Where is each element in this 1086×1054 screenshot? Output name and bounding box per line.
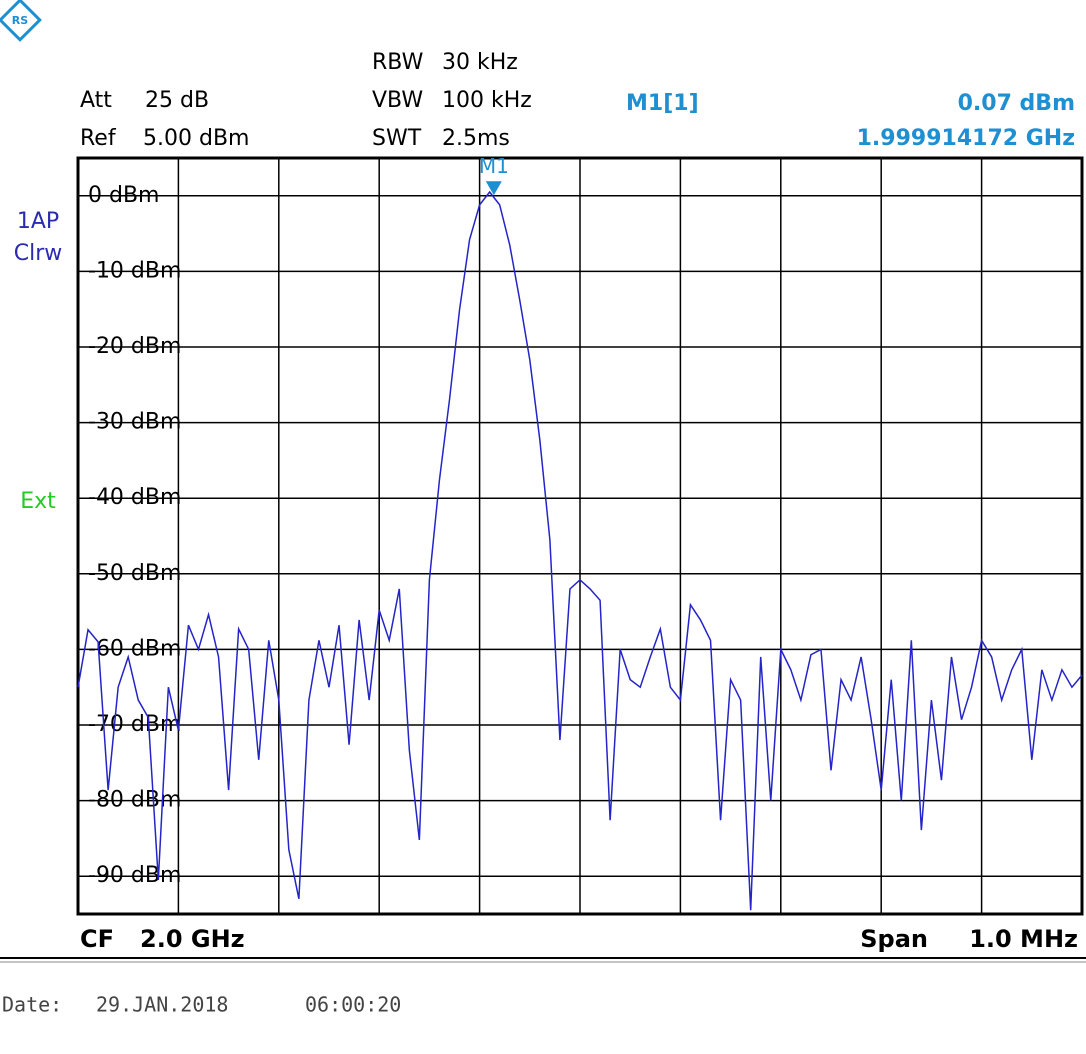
att-label: Att [80,88,112,113]
y-tick-label: -60 dBm [88,636,181,661]
marker-name: M1[1] [626,91,699,116]
rbw-label: RBW [372,50,424,75]
y-tick-label: -40 dBm [88,485,181,510]
trigger: Ext [20,489,56,514]
trace [77,190,1083,911]
date-day: 29.JAN.2018 [96,993,228,1017]
marker-label: M1 [479,154,509,178]
vbw-label: VBW [372,88,423,113]
y-tick-label: -80 dBm [88,788,181,813]
plot-frame [76,156,1084,916]
marker-level: 0.07 dBm [958,91,1075,116]
trace-detector: 1AP [17,209,59,234]
y-tick-label: 0 dBm [88,183,159,208]
span-value: 1.0 MHz [969,925,1078,953]
date-time: 06:00:20 [305,993,401,1017]
y-tick-label: -20 dBm [88,334,181,359]
y-tick-label: -90 dBm [88,863,181,888]
logo: RS [0,0,42,42]
marker-frequency: 1.999914172 GHz [857,126,1075,151]
rbw-value: 30 kHz [442,50,518,75]
y-tick-label: -10 dBm [88,258,181,283]
swt-label: SWT [372,126,422,151]
swt-value: 2.5ms [442,126,510,151]
cf-label: CF [80,925,114,953]
ref-label: Ref [80,126,117,151]
y-tick-label: -50 dBm [88,561,181,586]
date-label: Date: [2,993,62,1017]
cf-value: 2.0 GHz [140,925,245,953]
span-label: Span [860,925,928,953]
marker-triangle [485,181,502,196]
y-tick-label: -30 dBm [88,410,181,435]
att-value: 25 dB [145,88,209,113]
trace-mode: Clrw [14,241,63,266]
ref-value: 5.00 dBm [143,126,249,151]
vbw-value: 100 kHz [442,88,532,113]
svg-text:RS: RS [12,14,28,27]
